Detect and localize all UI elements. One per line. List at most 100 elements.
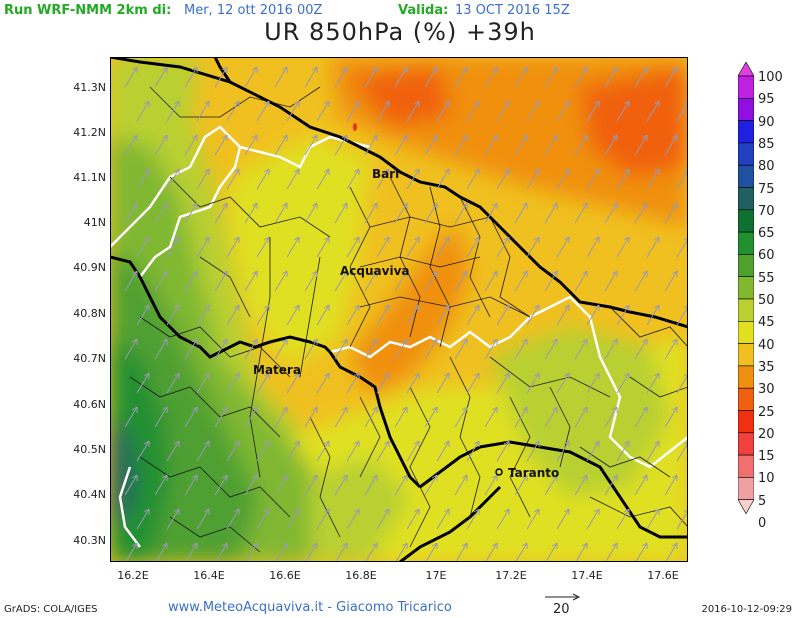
x-tick-label: 16.8E — [345, 569, 377, 582]
wind-arrow — [166, 236, 180, 258]
wind-arrow — [215, 542, 228, 562]
wind-arrow — [376, 168, 390, 190]
y-tick-label: 40.3N — [73, 534, 106, 547]
wind-arrow — [226, 508, 240, 530]
wind-arrow — [466, 304, 480, 326]
wind-arrow — [514, 406, 528, 428]
wind-arrow — [214, 338, 228, 360]
wind-arrow — [454, 270, 468, 292]
wind-arrow — [544, 202, 558, 224]
wind-arrow — [526, 168, 540, 190]
wind-arrow — [496, 236, 510, 258]
wind-arrow — [136, 168, 150, 190]
wind-arrow — [364, 406, 378, 428]
vector-scale-arrow-icon — [545, 593, 581, 601]
run-date: Mer, 12 ott 2016 00Z — [184, 3, 323, 18]
wind-arrow — [424, 202, 438, 224]
wind-arrow — [244, 202, 258, 224]
wind-arrow — [184, 134, 198, 156]
wind-arrow — [274, 202, 288, 224]
wind-arrow — [256, 440, 270, 462]
wind-arrow — [214, 406, 228, 428]
wind-arrow — [664, 270, 678, 292]
y-tick-label: 40.8N — [73, 307, 106, 320]
y-tick-label: 41N — [83, 216, 106, 229]
legend-label: 75 — [758, 181, 775, 197]
wind-arrow — [244, 474, 258, 496]
wind-arrow — [526, 304, 540, 326]
wind-arrow — [544, 270, 558, 292]
wind-arrow — [436, 440, 450, 462]
wind-arrow — [545, 542, 558, 562]
wind-arrow — [346, 440, 360, 462]
wind-arrow — [484, 406, 498, 428]
wind-arrow — [334, 406, 348, 428]
legend-label: 20 — [758, 426, 775, 442]
wind-arrow — [424, 474, 438, 496]
y-tick-label: 41.1N — [73, 171, 106, 184]
city-label-acquaviva: Acquaviva — [340, 264, 410, 278]
humidity-map — [110, 57, 688, 562]
wind-arrow — [436, 304, 450, 326]
wind-arrow — [316, 168, 330, 190]
wind-arrow — [346, 508, 360, 530]
wind-arrow — [286, 508, 300, 530]
wind-arrow — [316, 304, 330, 326]
wind-arrow — [124, 66, 138, 88]
wind-arrow — [335, 542, 348, 562]
wind-arrow — [364, 474, 378, 496]
wind-arrow — [184, 338, 198, 360]
wind-arrow — [154, 134, 168, 156]
wind-arrow — [196, 304, 210, 326]
wind-arrow — [556, 372, 570, 394]
wind-arrow — [256, 236, 270, 258]
wind-arrow — [256, 304, 270, 326]
wind-arrow — [616, 372, 630, 394]
wind-arrow — [124, 134, 138, 156]
wind-arrow — [376, 304, 390, 326]
wind-arrow — [346, 168, 360, 190]
wind-arrow — [316, 236, 330, 258]
wind-arrow — [154, 270, 168, 292]
valid-label: Valida: — [398, 3, 449, 18]
wind-arrow — [184, 270, 198, 292]
wind-arrow — [586, 168, 600, 190]
wind-arrow — [406, 168, 420, 190]
city-label-matera: Matera — [253, 363, 301, 377]
wind-arrow — [604, 338, 618, 360]
wind-arrow — [604, 270, 618, 292]
wind-arrow — [466, 372, 480, 394]
footer-website-link[interactable]: www.MeteoAcquaviva.it - Giacomo Tricaric… — [168, 600, 452, 615]
wind-arrow — [466, 100, 480, 122]
legend-label: 25 — [758, 404, 775, 420]
wind-arrow — [436, 168, 450, 190]
wind-arrow — [646, 100, 660, 122]
wind-arrow — [376, 440, 390, 462]
legend-swatch — [738, 62, 754, 77]
y-tick-label: 40.7N — [73, 352, 106, 365]
wind-arrow — [124, 406, 138, 428]
wind-arrow — [526, 508, 540, 530]
wind-arrow — [394, 66, 408, 88]
wind-arrow — [406, 236, 420, 258]
wind-arrow — [214, 202, 228, 224]
wind-arrow — [616, 440, 630, 462]
wind-arrow — [616, 304, 630, 326]
legend-label: 40 — [758, 337, 775, 353]
wind-arrow — [454, 202, 468, 224]
wind-arrow — [376, 508, 390, 530]
legend-label: 95 — [758, 92, 775, 108]
wind-arrow — [125, 542, 138, 562]
wind-arrow — [436, 100, 450, 122]
wind-arrow — [574, 202, 588, 224]
legend-swatch — [738, 477, 754, 500]
wind-arrow — [226, 304, 240, 326]
wind-arrow — [604, 406, 618, 428]
wind-arrow — [274, 134, 288, 156]
legend-label: 35 — [758, 359, 775, 375]
wind-arrow — [166, 168, 180, 190]
legend-swatch — [738, 320, 754, 344]
wind-arrow — [604, 474, 618, 496]
wind-arrow — [274, 338, 288, 360]
wind-arrow — [136, 100, 150, 122]
